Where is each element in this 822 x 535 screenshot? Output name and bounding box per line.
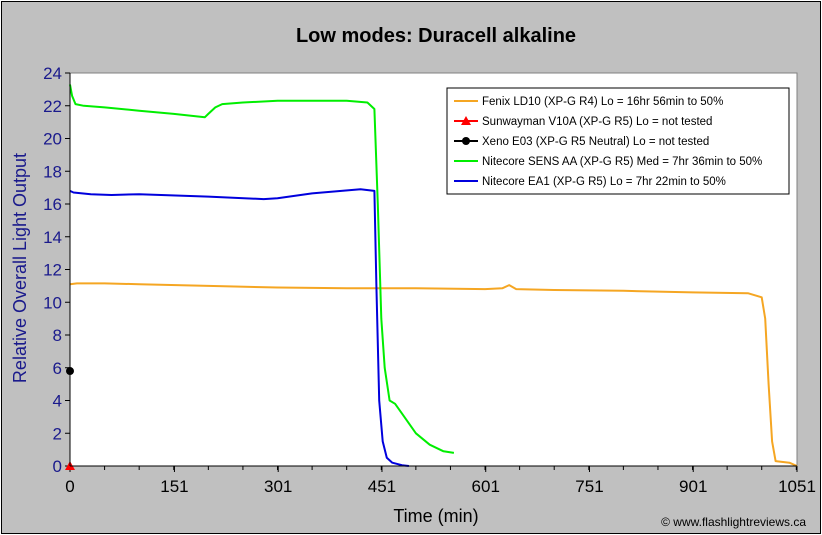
series-line-0 [69,282,798,467]
y-tick-label: 20 [43,130,62,149]
y-tick-label: 12 [43,261,62,280]
x-axis-label: Time (min) [393,506,478,526]
legend-entry-label: Sunwayman V10A (XP-G R5) Lo = not tested [482,116,712,128]
y-tick-label: 8 [53,326,62,345]
copyright-text: © www.flashlightreviews.ca [661,515,806,529]
y-tick-label: 14 [43,228,62,247]
series-line-4 [69,188,410,467]
x-tick-label: 451 [368,477,396,496]
y-tick-label: 24 [43,64,62,83]
x-tick-label: 0 [65,477,74,496]
x-tick-label: 1051 [778,477,816,496]
legend-entry-label: Nitecore EA1 (XP-G R5) Lo = 7hr 22min to… [482,176,726,188]
y-tick-label: 2 [53,424,62,443]
legend-entry-label: Nitecore SENS AA (XP-G R5) Med = 7hr 36m… [482,156,762,168]
x-tick-label: 301 [264,477,292,496]
legend-entry-label: Xeno E03 (XP-G R5 Neutral) Lo = not test… [482,136,709,148]
y-tick-label: 22 [43,97,62,116]
legend-box [446,87,790,195]
x-tick-label: 601 [472,477,500,496]
x-tick-label: 901 [679,477,707,496]
legend-swatch-marker [462,137,470,145]
y-axis-label: Relative Overall Light Output [10,153,30,383]
legend-swatch-marker [461,116,471,125]
y-tick-label: 18 [43,162,62,181]
y-tick-label: 0 [53,457,62,476]
series-line-3 [69,84,455,454]
y-tick-label: 16 [43,195,62,214]
legend: Fenix LD10 (XP-G R4) Lo = 16hr 56min to … [446,87,790,195]
legend-entry-label: Fenix LD10 (XP-G R4) Lo = 16hr 56min to … [482,96,723,108]
x-tick-label: 151 [160,477,188,496]
series-layer [65,84,798,470]
chart-title: Low modes: Duracell alkaline [296,25,576,47]
x-axis: 0 151 301 451 601 751 901 1051 [65,466,816,496]
x-tick-label: 751 [575,477,603,496]
y-tick-label: 4 [53,392,62,411]
y-tick-label: 10 [43,293,62,312]
y-tick-label: 6 [53,359,62,378]
